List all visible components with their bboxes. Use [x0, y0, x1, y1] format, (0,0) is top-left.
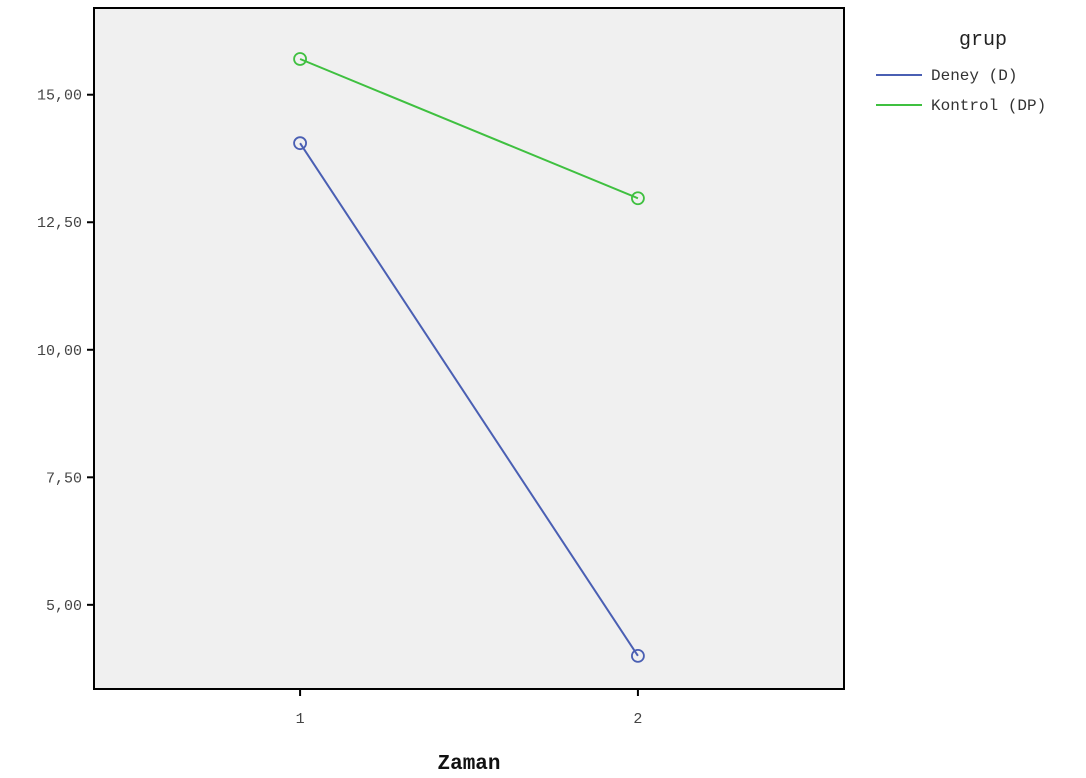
y-tick-label: 7,50 [46, 470, 82, 487]
legend-item: Deney (D) [876, 67, 1017, 85]
data-point [293, 136, 307, 151]
legend-item: Kontrol (DP) [876, 97, 1046, 115]
plot-area [93, 7, 845, 690]
y-tick-label: 12,50 [37, 215, 82, 232]
legend: grup Deney (D) Kontrol (DP) [876, 29, 1046, 115]
data-point [631, 648, 645, 663]
series-0 [293, 136, 645, 663]
series-line [299, 142, 639, 657]
legend-label: Deney (D) [931, 67, 1017, 85]
legend-title: grup [959, 29, 1007, 52]
x-tick-label: 1 [296, 711, 305, 728]
legend-label: Kontrol (DP) [931, 97, 1046, 115]
x-tick-label: 2 [633, 711, 642, 728]
x-axis-title: Zaman [437, 753, 500, 776]
series-1 [293, 52, 645, 206]
data-point [293, 52, 307, 66]
y-tick-label: 5,00 [46, 598, 82, 615]
y-tick-label: 10,00 [37, 343, 82, 360]
series-line [299, 58, 639, 200]
y-tick-label: 15,00 [37, 88, 82, 105]
y-axis: 5,00 7,50 10,00 12,50 15,00 [37, 88, 94, 615]
series-layer [293, 52, 645, 663]
data-point [631, 191, 645, 206]
